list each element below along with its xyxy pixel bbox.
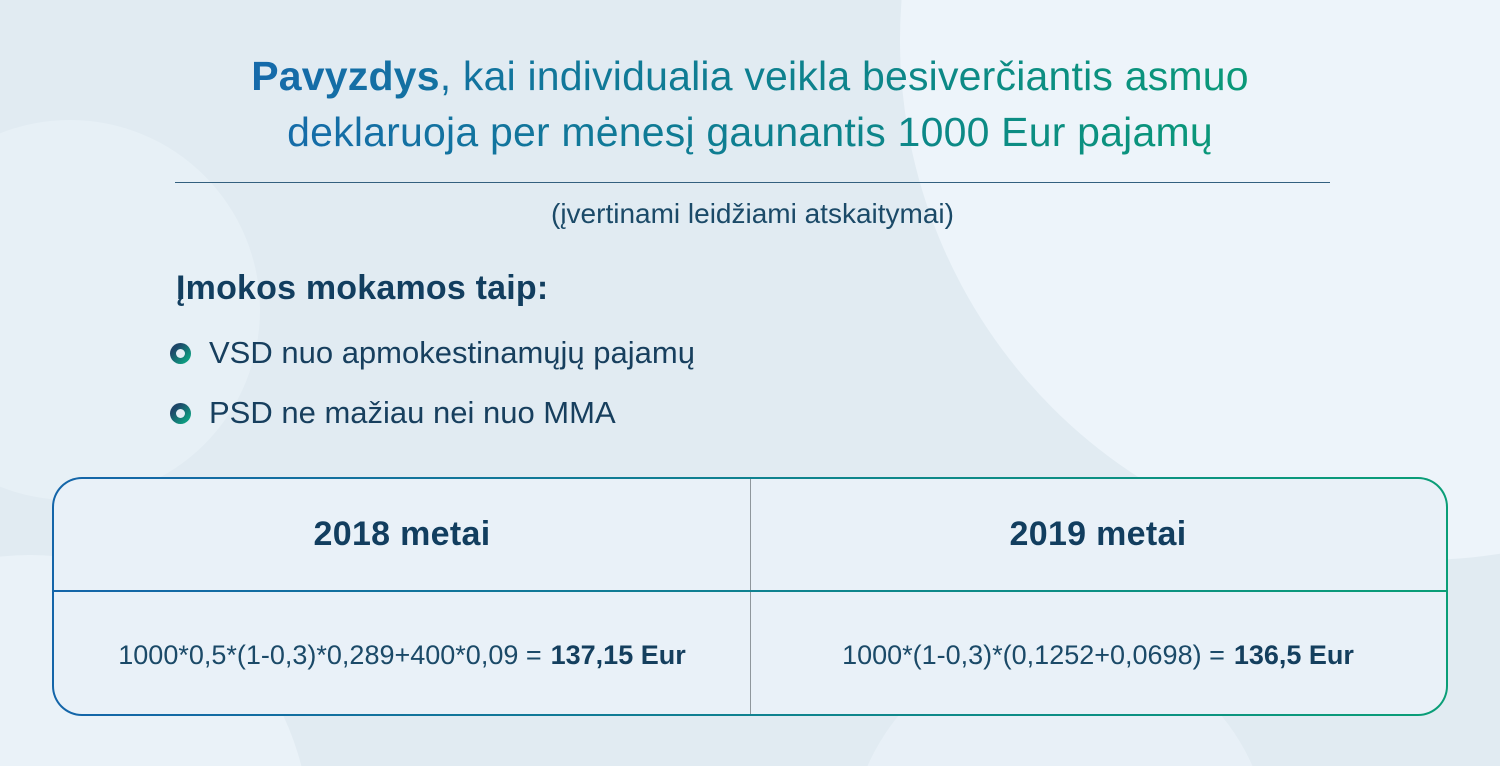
section-heading: Įmokos mokamos taip: bbox=[176, 269, 549, 307]
table-cell-formula-2019: 1000*(1-0,3)*(0,1252+0,0698) = 136,5 Eur bbox=[750, 590, 1446, 714]
table-cell-formula-2018: 1000*0,5*(1-0,3)*0,289+400*0,09 = 137,15 … bbox=[54, 590, 750, 714]
table-header-2019: 2019 metai bbox=[1009, 515, 1187, 553]
page-title: Pavyzdys, kai individualia veikla besive… bbox=[0, 48, 1500, 160]
table-vertical-divider bbox=[750, 479, 751, 714]
table-header-2018: 2018 metai bbox=[313, 515, 491, 553]
title-line-1: Pavyzdys, kai individualia veikla besive… bbox=[0, 48, 1500, 104]
formula-result: 136,5 Eur bbox=[1233, 639, 1354, 670]
title-divider-line bbox=[175, 182, 1330, 183]
bullet-label: VSD nuo apmokestinamųjų pajamų bbox=[209, 335, 695, 370]
formula-expression: 1000*(1-0,3)*(0,1252+0,0698) = bbox=[842, 639, 1225, 670]
formula-result: 137,15 Eur bbox=[550, 639, 686, 670]
bullet-list: VSD nuo apmokestinamųjų pajamų PSD ne ma… bbox=[170, 332, 695, 452]
table-header-divider bbox=[54, 590, 1446, 592]
list-item: VSD nuo apmokestinamųjų pajamų bbox=[170, 332, 695, 374]
bullet-ring-icon bbox=[170, 342, 191, 364]
title-line-2: deklaruoja per mėnesį gaunantis 1000 Eur… bbox=[287, 109, 1213, 155]
title-line-1-rest: , kai individualia veikla besiverčiantis… bbox=[439, 53, 1249, 99]
bullet-ring-icon bbox=[170, 402, 191, 424]
title-lead: Pavyzdys bbox=[251, 53, 440, 99]
comparison-table: 2018 metai 2019 metai 1000*0,5*(1-0,3)*0… bbox=[52, 477, 1448, 716]
comparison-table-inner: 2018 metai 2019 metai 1000*0,5*(1-0,3)*0… bbox=[54, 479, 1446, 714]
formula-expression: 1000*0,5*(1-0,3)*0,289+400*0,09 = bbox=[118, 639, 542, 670]
bullet-label: PSD ne mažiau nei nuo MMA bbox=[209, 395, 616, 430]
subtitle: (įvertinami leidžiami atskaitymai) bbox=[551, 198, 954, 229]
list-item: PSD ne mažiau nei nuo MMA bbox=[170, 392, 695, 434]
